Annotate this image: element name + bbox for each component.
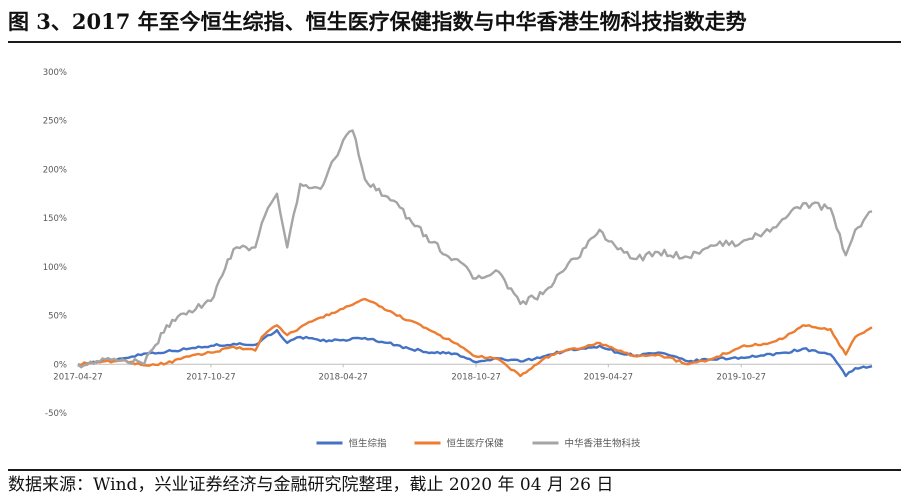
series-line-2 xyxy=(77,129,873,369)
series-line-0 xyxy=(77,329,873,378)
y-axis: -50% 0% 50% 100% 150% 200% 250% 300% xyxy=(43,68,67,419)
y-tick-label: 50% xyxy=(48,312,67,322)
y-tick-label: 0% xyxy=(54,360,68,370)
y-tick-label: 300% xyxy=(43,68,67,78)
legend-label: 中华香港生物科技 xyxy=(565,438,642,450)
series-layer xyxy=(77,129,873,378)
x-tick-label: 2019-10-27 xyxy=(717,372,766,382)
line-chart: -50% 0% 50% 100% 150% 200% 250% 300% 2017-04-27… xyxy=(43,68,873,450)
legend-label: 恒生医疗保健 xyxy=(447,438,505,450)
x-tick-label: 2018-04-27 xyxy=(318,372,367,382)
y-tick-label: 150% xyxy=(43,214,67,224)
y-tick-label: 200% xyxy=(43,165,67,175)
figure-title: 图 3、2017 年至今恒生综指、恒生医疗保健指数与中华香港生物科技指数走势 xyxy=(8,9,747,34)
x-tick-label: 2017-04-27 xyxy=(53,372,102,382)
source-note: 数据来源：Wind，兴业证券经济与金融研究院整理，截止 2020 年 04 月 … xyxy=(8,475,614,495)
source-divider xyxy=(8,469,901,471)
y-tick-label: 100% xyxy=(43,263,67,273)
x-tick-label: 2018-10-27 xyxy=(451,372,500,382)
y-tick-label: -50% xyxy=(45,409,67,419)
x-axis: 2017-04-27 2017-10-27 2018-04-27 2018-10-27… xyxy=(53,363,872,382)
x-tick-label: 2019-04-27 xyxy=(584,372,633,382)
series-line-1 xyxy=(77,297,873,378)
y-tick-label: 250% xyxy=(43,117,67,127)
legend[interactable]: 恒生综指 恒生医疗保健 中华香港生物科技 xyxy=(316,438,642,450)
title-divider xyxy=(8,41,901,43)
x-tick-label: 2017-10-27 xyxy=(186,372,235,382)
legend-label: 恒生综指 xyxy=(349,438,388,450)
